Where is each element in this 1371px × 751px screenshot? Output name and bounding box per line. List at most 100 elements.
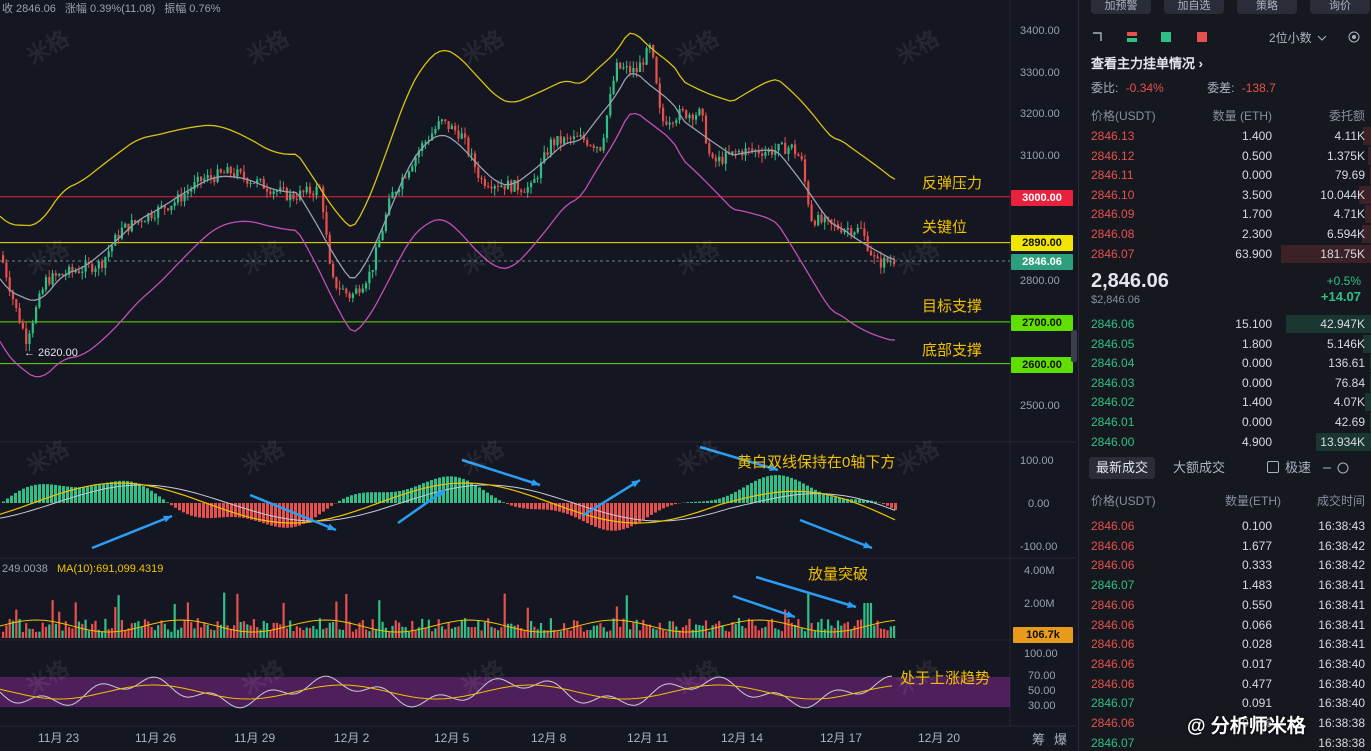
- volume-bar: [572, 620, 576, 638]
- ask-row[interactable]: 2846.08 2.300 6.594K: [1091, 224, 1371, 244]
- bids-only-icon[interactable]: [1159, 30, 1173, 44]
- candle-body: [589, 145, 592, 147]
- candle-body: [173, 202, 176, 206]
- candle-body: [553, 139, 556, 146]
- candle-body: [467, 137, 470, 155]
- volume-bar: [731, 621, 734, 638]
- asks-only-icon[interactable]: [1195, 30, 1209, 44]
- volume-bar: [440, 626, 444, 638]
- macd-bar: [390, 491, 393, 503]
- volume-bar: [325, 627, 328, 638]
- qty-cell: 0.333: [1241, 558, 1272, 573]
- corner-icon[interactable]: [1091, 30, 1105, 44]
- volume-bar: [229, 629, 232, 638]
- volume-bar: [140, 626, 143, 638]
- volume-bar: [358, 622, 361, 638]
- volume-bar: [655, 629, 658, 638]
- macd-bar: [638, 503, 641, 523]
- qty-cell: 0.091: [1241, 696, 1272, 711]
- macd-bar: [634, 503, 637, 525]
- kline-chart[interactable]: 收 2846.06 涨幅 0.39%(11.08) 振幅 0.76% 米格 米格米…: [0, 0, 1077, 751]
- macd-bar: [554, 503, 557, 511]
- ask-row[interactable]: 2846.09 1.700 4.71K: [1091, 204, 1371, 224]
- fast-checkbox[interactable]: [1267, 461, 1279, 473]
- alert-button[interactable]: 加预警: [1091, 0, 1151, 14]
- volume-bar: [460, 620, 463, 638]
- candle-body: [569, 137, 572, 140]
- macd-bar: [310, 503, 313, 520]
- candle-body: [546, 152, 549, 155]
- strategy-button[interactable]: 策略: [1237, 0, 1297, 14]
- both-sides-icon[interactable]: [1125, 30, 1139, 44]
- ask-row[interactable]: 2846.13 1.400 4.11K: [1091, 126, 1371, 146]
- candle-body: [850, 228, 853, 235]
- candle-body: [665, 121, 668, 125]
- ask-row[interactable]: 2846.11 0.000 79.69: [1091, 165, 1371, 185]
- volume-bar: [427, 619, 430, 638]
- candle-body: [447, 121, 450, 130]
- candle-body: [28, 333, 31, 344]
- time-cell: 16:38:40: [1318, 696, 1365, 711]
- bid-row[interactable]: 2846.02 1.400 4.07K: [1091, 392, 1371, 412]
- volume-bar: [104, 618, 107, 638]
- settings-icon[interactable]: [1347, 30, 1361, 44]
- main-orders-title: 查看主力挂单情况: [1091, 56, 1196, 71]
- macd-bar: [762, 477, 765, 503]
- volume-bar: [157, 625, 160, 638]
- bid-row[interactable]: 2846.06 15.100 42.947K: [1091, 314, 1371, 334]
- candle-body: [500, 185, 503, 187]
- volume-bar: [84, 619, 87, 638]
- ask-row[interactable]: 2846.12 0.500 1.375K: [1091, 146, 1371, 166]
- chips-button[interactable]: 筹: [1032, 732, 1046, 747]
- volume-bar: [668, 621, 671, 638]
- main-orders-link[interactable]: 查看主力挂单情况 ›: [1091, 53, 1203, 72]
- liquidation-button[interactable]: 爆: [1054, 732, 1068, 747]
- volume-bar: [797, 619, 800, 638]
- fast-label: 极速: [1285, 460, 1312, 475]
- chevron-down-icon[interactable]: [1317, 33, 1327, 43]
- bid-row[interactable]: 2846.04 0.000 136.61: [1091, 353, 1371, 373]
- ask-row[interactable]: 2846.07 63.900 181.75K: [1091, 244, 1371, 264]
- candle-body: [262, 179, 265, 189]
- macd-bar: [658, 503, 661, 511]
- tab-large-trades[interactable]: 大额成交: [1173, 460, 1226, 475]
- macd-bar: [742, 487, 745, 503]
- macd-bar: [154, 493, 157, 503]
- candle-body: [579, 134, 582, 137]
- candle-body: [830, 219, 833, 224]
- volume-bar: [490, 626, 493, 638]
- bid-row[interactable]: 2846.00 4.900 13.934K: [1091, 432, 1371, 452]
- macd-bar: [290, 503, 293, 528]
- candle-body: [688, 114, 691, 119]
- ask-row[interactable]: 2846.10 3.500 10.044K: [1091, 185, 1371, 205]
- volume-bar: [163, 623, 166, 638]
- candle-body: [206, 175, 209, 179]
- book-header-qty: 数量 (ETH): [1212, 109, 1272, 123]
- candle-body: [473, 153, 477, 168]
- filter-icon[interactable]: [1321, 461, 1351, 475]
- volume-bar: [54, 623, 57, 638]
- candle-body: [114, 234, 117, 246]
- bid-row[interactable]: 2846.01 0.000 42.69: [1091, 412, 1371, 432]
- bid-row[interactable]: 2846.05 1.800 5.146K: [1091, 334, 1371, 354]
- watchlist-button[interactable]: 加自选: [1164, 0, 1224, 14]
- rsi-annotation: 处于上涨趋势: [900, 670, 991, 687]
- candle-body: [117, 234, 120, 239]
- macd-bar: [754, 480, 757, 503]
- bid-row[interactable]: 2846.03 0.000 76.84: [1091, 373, 1371, 393]
- decimal-select[interactable]: 2位小数: [1269, 31, 1312, 45]
- panel-collapse-handle[interactable]: [1071, 330, 1077, 362]
- candle-body: [54, 273, 57, 276]
- volume-bar: [487, 618, 490, 638]
- volume-bar: [77, 621, 81, 638]
- inquiry-button[interactable]: 询价: [1310, 0, 1370, 14]
- tab-latest-trades[interactable]: 最新成交: [1089, 457, 1156, 479]
- ratio-label: 委比:: [1091, 81, 1119, 95]
- candle-body: [127, 223, 130, 232]
- volume-bar: [800, 627, 803, 638]
- band-lower: [0, 112, 896, 378]
- chart-canvas[interactable]: [0, 0, 1076, 751]
- rsi-tick: 70.00: [1028, 670, 1056, 682]
- trades-header-time: 成交时间: [1316, 494, 1365, 508]
- candle-body: [602, 138, 605, 151]
